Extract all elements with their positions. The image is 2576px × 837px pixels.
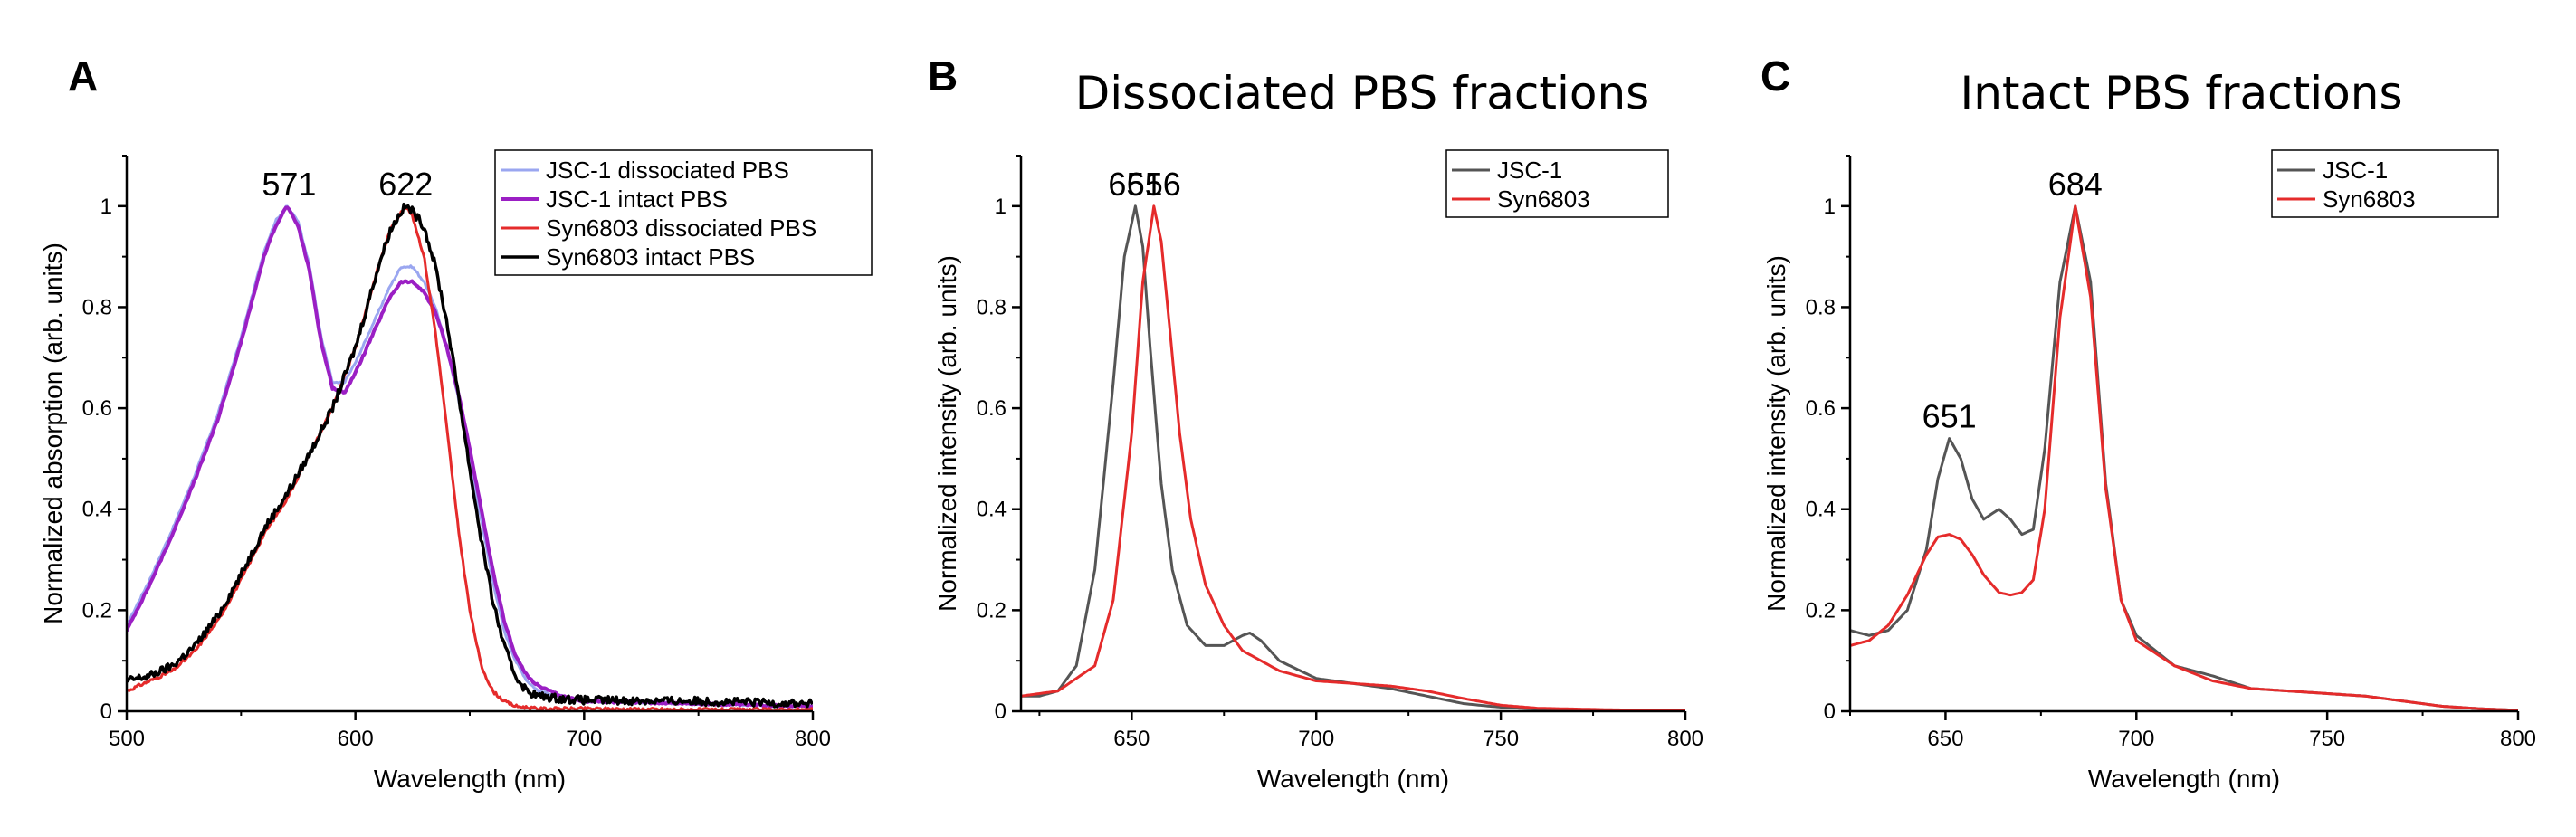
series-line-1	[1021, 204, 1685, 711]
y-tick-label: 0	[995, 699, 1007, 724]
peak-label-2: 656	[1127, 166, 1181, 203]
y-tick-label: 1	[100, 195, 112, 219]
series-line-3	[127, 204, 813, 711]
legend-label: JSC-1	[2323, 157, 2388, 184]
y-tick-label: 0	[100, 699, 112, 724]
legend-box	[2271, 149, 2499, 218]
y-tick-label: 0.4	[82, 498, 112, 522]
y-tick-label: 0.2	[82, 598, 112, 623]
y-tick-label: 1	[1824, 195, 1836, 219]
y-tick-label: 0.8	[82, 295, 112, 319]
y-tick-label: 0.2	[1806, 598, 1836, 623]
legend-label: JSC-1 dissociated PBS	[546, 157, 789, 184]
series-group	[1021, 204, 1685, 711]
peak-label-1: 571	[262, 166, 316, 203]
peak-label-1: 651	[1922, 398, 1977, 435]
series-line-2	[1021, 204, 1685, 711]
x-axis-label: Wavelength (nm)	[2088, 765, 2280, 793]
series-line-2	[1850, 204, 2518, 711]
y-axis-label: Normalized absorption (arb. units)	[39, 243, 67, 624]
chart-title: Dissociated PBS fractions	[1075, 67, 1649, 119]
legend-label: Syn6803	[2323, 185, 2416, 213]
y-tick-label: 1	[995, 195, 1007, 219]
peak-label-2: 684	[2048, 166, 2103, 203]
y-axis-label: Normalized intensity (arb. units)	[1762, 255, 1790, 612]
y-tick-label: 0.8	[1806, 295, 1836, 319]
chart-panel-c: Intact PBS fractions 0 0.2 0.4 0.6 0.8 1 650 700…	[1762, 67, 2536, 793]
x-tick-label: 800	[1667, 727, 1703, 751]
y-tick-label: 0.4	[977, 498, 1007, 522]
chart-panel-a: 0 0.2 0.4 0.6 0.8 1 500 600 700 800 Wavelength (nm…	[39, 149, 873, 793]
x-tick-label: 700	[2118, 727, 2154, 751]
panel-letter-b: B	[928, 52, 958, 100]
series-line-4	[127, 202, 813, 709]
x-tick-label: 750	[2309, 727, 2345, 751]
x-axis-label: Wavelength (nm)	[1257, 765, 1449, 793]
panel-letter-c: C	[1760, 52, 1790, 100]
y-tick-label: 0.2	[977, 598, 1007, 623]
panel-letter-a: A	[68, 52, 98, 100]
series-group	[127, 202, 813, 711]
y-tick-label: 0.6	[977, 396, 1007, 421]
x-tick-label: 500	[109, 727, 145, 751]
peak-label-2: 622	[378, 166, 433, 203]
x-tick-label: 650	[1927, 727, 1963, 751]
x-tick-label: 650	[1113, 727, 1150, 751]
y-tick-label: 0.6	[82, 396, 112, 421]
x-tick-label: 700	[566, 727, 602, 751]
legend-label: Syn6803	[1497, 185, 1590, 213]
y-axis-label: Normalized intensity (arb. units)	[933, 255, 961, 612]
x-tick-label: 750	[1483, 727, 1519, 751]
x-tick-label: 800	[2500, 727, 2536, 751]
legend-label: JSC-1	[1497, 157, 1562, 184]
y-tick-label: 0.6	[1806, 396, 1836, 421]
peak-label-1: 651	[1108, 166, 1162, 203]
x-axis-label: Wavelength (nm)	[374, 765, 566, 793]
series-group	[1850, 204, 2518, 711]
series-line-2	[127, 205, 813, 709]
x-tick-label: 700	[1298, 727, 1334, 751]
legend-box	[1445, 149, 1669, 218]
legend-box	[494, 149, 873, 276]
chart-title: Intact PBS fractions	[1961, 67, 2403, 119]
y-tick-label: 0.8	[977, 295, 1007, 319]
x-tick-label: 600	[338, 727, 374, 751]
legend-label: Syn6803 intact PBS	[546, 243, 755, 271]
chart-panel-b: Dissociated PBS fractions 0 0.2 0.4 0.6 0.8 1 6…	[933, 67, 1703, 793]
legend-label: JSC-1 intact PBS	[546, 185, 728, 213]
legend-label: Syn6803 dissociated PBS	[546, 214, 816, 242]
series-line-1	[1850, 204, 2518, 711]
x-tick-label: 800	[795, 727, 831, 751]
y-tick-label: 0.4	[1806, 498, 1836, 522]
y-tick-label: 0	[1824, 699, 1836, 724]
